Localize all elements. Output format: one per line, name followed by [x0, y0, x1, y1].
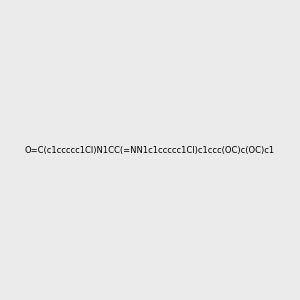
Text: O=C(c1ccccc1Cl)N1CC(=NN1c1ccccc1Cl)c1ccc(OC)c(OC)c1: O=C(c1ccccc1Cl)N1CC(=NN1c1ccccc1Cl)c1ccc…: [25, 146, 275, 154]
